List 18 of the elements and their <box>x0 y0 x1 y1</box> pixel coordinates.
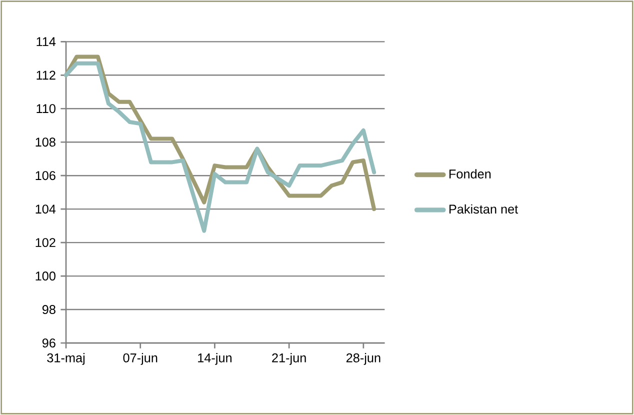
y-tick-label: 104 <box>36 204 56 214</box>
y-tick-label: 110 <box>36 104 56 114</box>
y-tick-label: 96 <box>42 338 56 348</box>
y-tick-label: 112 <box>36 70 56 80</box>
x-tick-label: 28-jun <box>346 353 380 365</box>
x-tick-label: 21-jun <box>272 353 306 365</box>
x-tick-label: 07-jun <box>123 353 158 365</box>
y-tick-label: 108 <box>36 138 56 147</box>
x-tick-label: 14-jun <box>198 353 232 365</box>
y-tick-label: 98 <box>42 305 56 314</box>
line-series <box>64 61 376 233</box>
y-tick-label: 102 <box>36 238 56 248</box>
legend-label: Fonden <box>449 169 491 178</box>
x-tick-label: 31-maj <box>47 353 85 365</box>
legend-label: Pakistan net <box>449 204 518 214</box>
y-tick-label: 114 <box>36 37 56 46</box>
y-tick-label: 100 <box>36 272 56 281</box>
y-tick-label: 106 <box>36 171 56 180</box>
